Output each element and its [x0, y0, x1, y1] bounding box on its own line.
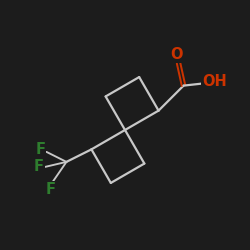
Text: F: F [45, 182, 55, 197]
Text: O: O [170, 47, 182, 62]
Text: F: F [35, 142, 45, 157]
Text: F: F [34, 160, 44, 174]
Text: OH: OH [202, 74, 227, 90]
